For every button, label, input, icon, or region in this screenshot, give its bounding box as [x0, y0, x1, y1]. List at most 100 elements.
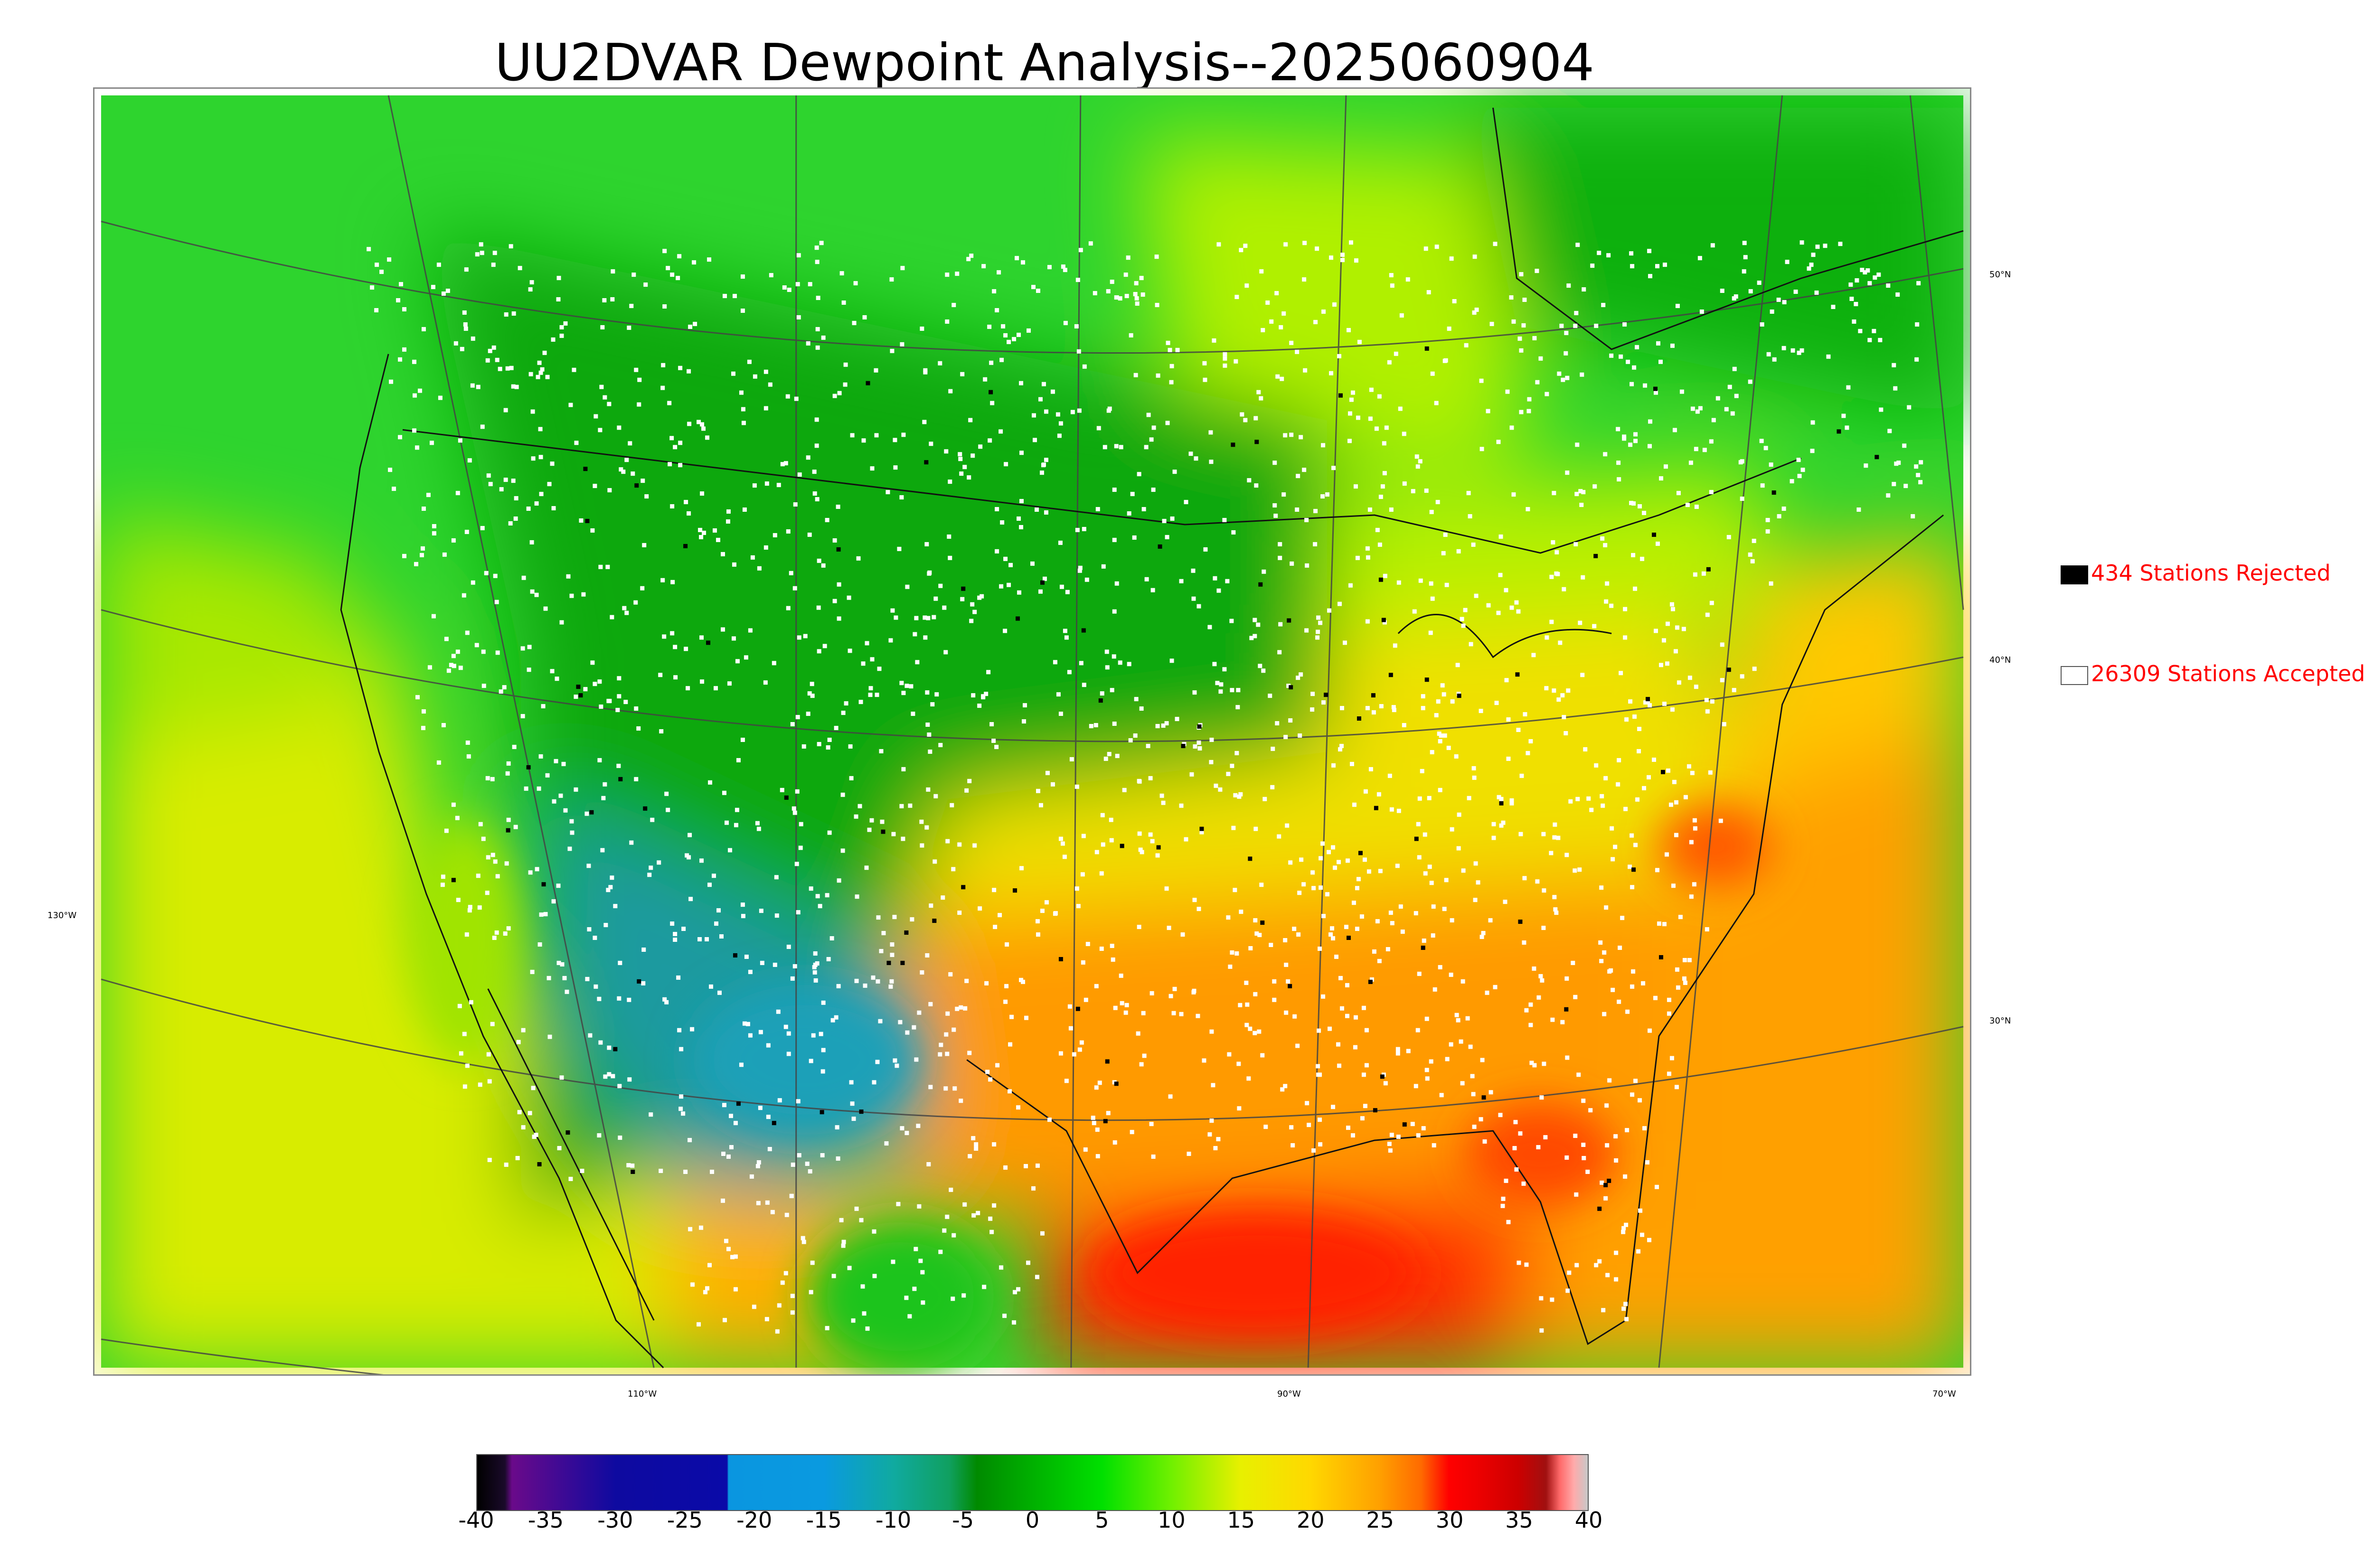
station-accepted: [1299, 435, 1303, 440]
station-accepted: [631, 471, 635, 476]
station-accepted: [1629, 251, 1634, 256]
station-accepted: [1701, 571, 1706, 576]
station-accepted: [892, 915, 897, 920]
station-accepted: [748, 628, 753, 633]
station-accepted: [782, 285, 787, 290]
station-accepted: [627, 1077, 632, 1082]
station-accepted: [1377, 394, 1382, 399]
station-accepted: [1529, 1061, 1534, 1065]
station-accepted: [597, 679, 602, 684]
station-accepted: [570, 830, 575, 835]
station-accepted: [1573, 995, 1578, 999]
station-accepted: [1315, 246, 1319, 251]
station-accepted: [1693, 572, 1697, 577]
station-accepted: [739, 390, 744, 395]
station-accepted: [1473, 898, 1478, 902]
station-accepted: [1344, 925, 1348, 930]
station-accepted: [1288, 718, 1293, 723]
station-accepted: [1594, 763, 1599, 768]
station-accepted: [1256, 390, 1261, 394]
station-accepted: [1594, 1263, 1599, 1268]
station-rejected: [1653, 386, 1658, 391]
station-accepted: [861, 438, 866, 443]
station-accepted: [673, 938, 678, 942]
station-rejected: [683, 544, 688, 548]
station-accepted: [603, 1074, 608, 1079]
station-accepted: [1385, 947, 1390, 951]
station-accepted: [459, 1051, 463, 1056]
station-accepted: [1231, 530, 1236, 535]
station-accepted: [912, 1286, 917, 1291]
station-accepted: [1101, 564, 1106, 569]
station-accepted: [678, 366, 683, 370]
station-accepted: [1455, 663, 1460, 667]
station-accepted: [1319, 856, 1323, 861]
station-accepted: [967, 779, 972, 783]
station-accepted: [1389, 1133, 1394, 1137]
station-accepted: [1012, 1320, 1017, 1325]
lon-label-70: 70°W: [1932, 1389, 1956, 1399]
station-accepted: [938, 1052, 942, 1057]
station-accepted: [1180, 932, 1185, 937]
station-accepted: [1631, 969, 1636, 974]
station-accepted: [584, 811, 589, 816]
station-accepted: [469, 1000, 473, 1005]
station-accepted: [1896, 460, 1901, 465]
station-accepted: [503, 478, 508, 482]
station-accepted: [1231, 826, 1236, 830]
rejected-label: 434 Stations Rejected: [2091, 560, 2331, 586]
station-accepted: [1895, 292, 1900, 297]
station-accepted: [1038, 397, 1043, 402]
station-accepted: [1169, 380, 1174, 385]
station-accepted: [1879, 407, 1884, 412]
station-accepted: [690, 1027, 695, 1032]
station-accepted: [962, 1202, 967, 1207]
station-accepted: [1058, 836, 1063, 841]
station-accepted: [783, 1271, 788, 1276]
station-accepted: [1171, 1011, 1176, 1015]
station-accepted: [1460, 617, 1464, 621]
station-accepted: [1594, 323, 1599, 328]
station-accepted: [440, 883, 445, 887]
station-accepted: [465, 630, 470, 635]
station-accepted: [1122, 788, 1127, 792]
station-accepted: [741, 407, 745, 412]
station-accepted: [995, 507, 999, 512]
station-accepted: [683, 1169, 688, 1174]
station-accepted: [898, 1020, 903, 1024]
station-accepted: [1212, 338, 1216, 343]
station-rejected: [637, 979, 641, 984]
station-accepted: [895, 1063, 899, 1068]
station-accepted: [811, 1033, 816, 1038]
station-accepted: [1188, 451, 1193, 456]
station-accepted: [1493, 985, 1498, 989]
station-accepted: [1083, 1147, 1088, 1152]
station-accepted: [1656, 541, 1660, 546]
station-accepted: [1566, 688, 1571, 693]
station-accepted: [1432, 987, 1437, 992]
station-accepted: [1402, 481, 1407, 486]
station-rejected: [1706, 567, 1711, 572]
station-accepted: [412, 359, 416, 364]
station-accepted: [467, 458, 472, 463]
field-northeast-lime: [1327, 468, 1778, 634]
station-accepted: [1042, 576, 1047, 581]
station-accepted: [530, 969, 535, 974]
station-accepted: [959, 1005, 963, 1010]
station-accepted: [719, 934, 724, 939]
station-accepted: [817, 742, 821, 746]
station-accepted: [1283, 242, 1288, 247]
station-accepted: [659, 1168, 663, 1173]
station-accepted: [1748, 379, 1752, 384]
station-accepted: [1146, 413, 1151, 417]
station-rejected: [866, 381, 870, 385]
station-accepted: [945, 1011, 950, 1016]
station-accepted: [462, 1032, 467, 1036]
station-accepted: [621, 469, 626, 474]
station-accepted: [920, 326, 924, 331]
station-accepted: [1486, 603, 1491, 608]
colorbar-tick: 30: [1435, 1507, 1464, 1533]
field-coast-cali: [407, 818, 521, 1065]
station-accepted: [1155, 303, 1159, 307]
station-accepted: [1356, 877, 1361, 882]
